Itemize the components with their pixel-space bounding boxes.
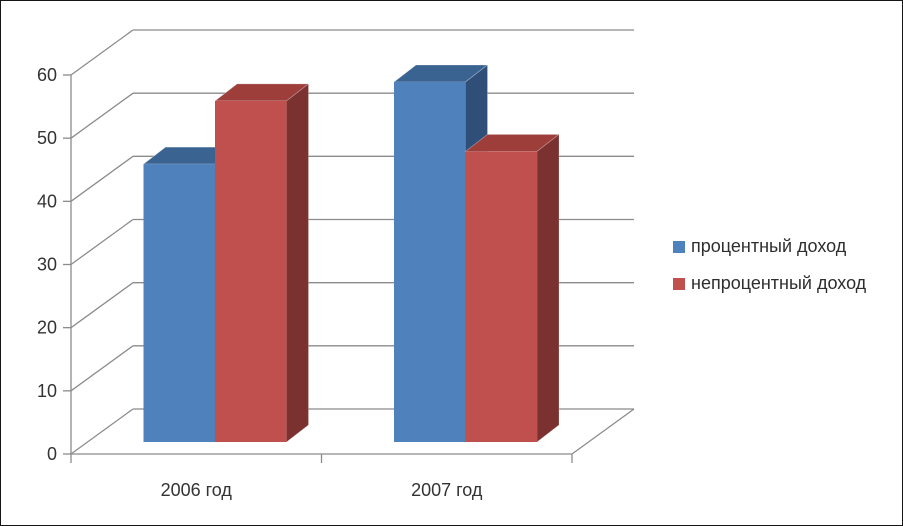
floor-right-edge: [571, 408, 635, 455]
legend-item-interest-income: процентный доход: [673, 236, 866, 257]
gridline-wall-slant: [70, 218, 134, 266]
bar-front-face: [215, 100, 287, 443]
chart-legend: процентный доход непроцентный доход: [673, 236, 866, 294]
legend-item-noninterest-income: непроцентный доход: [673, 273, 866, 294]
y-axis-label: 30: [37, 255, 57, 275]
gridline-wall-slant: [70, 92, 134, 139]
legend-label: процентный доход: [691, 236, 847, 256]
category-label: 2007 год: [411, 480, 483, 500]
y-axis-label: 10: [37, 381, 57, 401]
bar-front-face: [465, 151, 537, 442]
legend-label: непроцентный доход: [691, 273, 867, 293]
y-axis-label: 0: [47, 444, 57, 464]
bar-front-face: [143, 164, 215, 443]
bar-front-face: [394, 81, 466, 442]
gridline-wall-slant: [70, 345, 134, 392]
y-axis-label: 40: [37, 191, 57, 211]
bar-side-face: [286, 83, 309, 443]
y-axis-label: 20: [37, 318, 57, 338]
category-label: 2006 год: [161, 480, 233, 500]
gridline-wall-slant: [70, 282, 134, 329]
y-axis-label: 60: [37, 65, 57, 85]
gridline-wall-slant: [70, 408, 134, 455]
gridline-wall-slant: [70, 155, 134, 202]
bar-side-face: [536, 133, 560, 443]
y-axis-label: 50: [37, 128, 57, 148]
legend-color-swatch-red: [673, 277, 685, 290]
legend-color-swatch-blue: [673, 240, 685, 253]
gridline-wall-slant: [70, 29, 134, 76]
